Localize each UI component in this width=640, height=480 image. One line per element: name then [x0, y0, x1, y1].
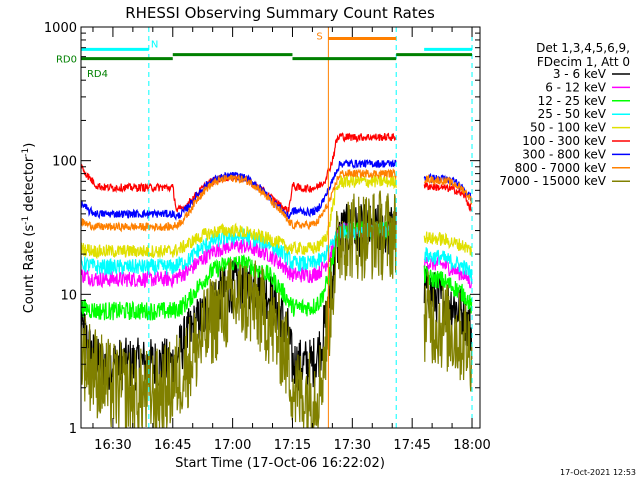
series-line	[81, 190, 473, 428]
legend-entry-label: 800 - 7000 keV	[515, 161, 607, 175]
state-label-rd4: RD4	[87, 69, 108, 80]
timestamp: 17-Oct-2021 12:53	[560, 468, 636, 477]
y-tick-label: 100	[52, 155, 77, 170]
chart-title: RHESSI Observing Summary Count Rates	[125, 4, 435, 22]
legend-entry-label: 50 - 100 keV	[530, 121, 607, 135]
legend-entry-label: 3 - 6 keV	[553, 67, 607, 81]
x-tick-label: 17:00	[214, 438, 251, 453]
state-label-n: N	[151, 39, 158, 50]
legend-entry-label: 300 - 800 keV	[522, 147, 606, 161]
x-tick-label: 17:30	[334, 438, 371, 453]
legend-entry-label: 25 - 50 keV	[538, 107, 607, 121]
series-line	[81, 222, 473, 282]
x-axis: 16:30 16:45 17:00 17:15 17:30 17:45 18:00	[92, 27, 491, 453]
y-tick-label: 10	[60, 288, 77, 303]
annotation-layer	[81, 27, 473, 428]
plot-frame	[80, 26, 481, 429]
y-tick-label: 1	[69, 422, 77, 437]
x-tick-label: 17:15	[274, 438, 311, 453]
x-tick-label: 18:00	[453, 438, 490, 453]
y-axis: 1 10 100 1000	[44, 21, 480, 437]
legend-entry-label: 100 - 300 keV	[522, 134, 606, 148]
state-label-rd0: RD0	[56, 55, 77, 66]
legend-entry-label: 12 - 25 keV	[538, 94, 607, 108]
x-tick-label: 17:45	[393, 438, 430, 453]
x-axis-label: Start Time (17-Oct-06 16:22:02)	[175, 456, 385, 471]
legend: Det 1,3,4,5,6,9, FDecim 1, Att 0 3 - 6 k…	[499, 41, 630, 188]
legend-entry-label: 7000 - 15000 keV	[499, 174, 606, 188]
state-label-s: S	[316, 32, 322, 43]
x-tick-label: 16:30	[94, 438, 131, 453]
legend-header-line: Det 1,3,4,5,6,9,	[536, 41, 630, 55]
series-line	[81, 167, 473, 233]
x-tick-label: 16:45	[154, 438, 191, 453]
series-layer	[81, 132, 473, 428]
y-tick-label: 1000	[44, 21, 77, 36]
y-axis-label: Count Rate (s-1 detector-1)	[21, 143, 37, 314]
legend-header-line: FDecim 1, Att 0	[537, 55, 630, 69]
legend-entry-label: 6 - 12 keV	[545, 80, 607, 94]
series-line	[81, 174, 473, 260]
